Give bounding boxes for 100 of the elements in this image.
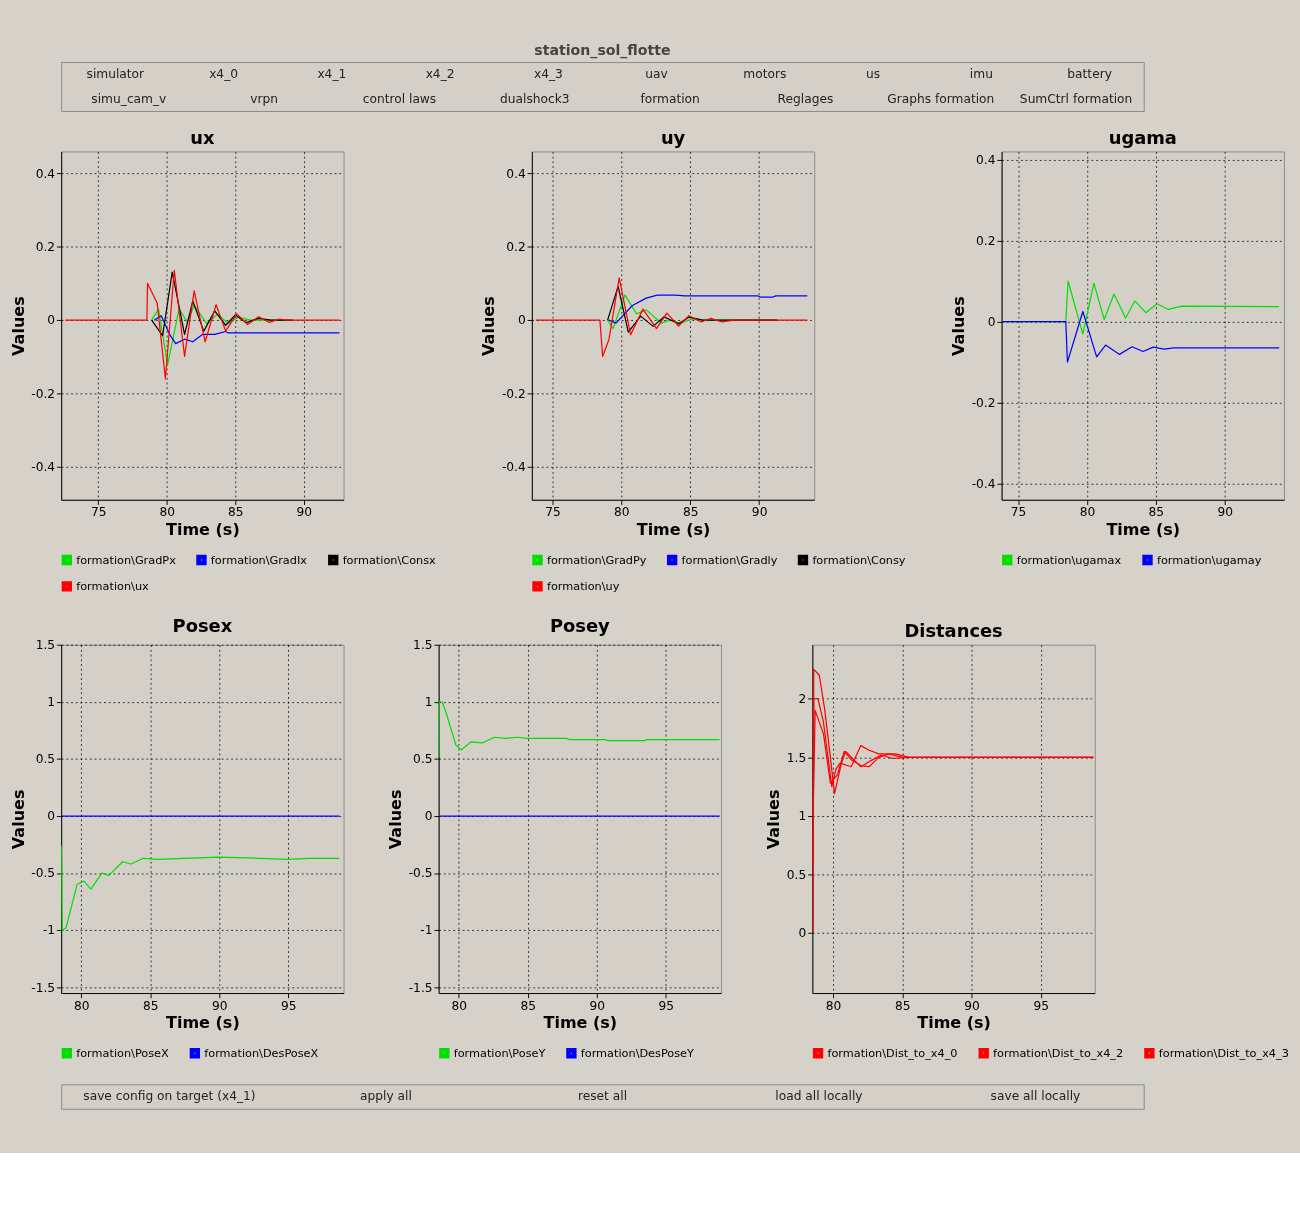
y-axis-title: Values <box>8 789 28 850</box>
text: uav <box>645 67 668 82</box>
y-axis-title: Values <box>949 296 969 356</box>
legend-label: formation\Dist_to_x4_0 <box>827 1047 958 1061</box>
y-axis-title: Values <box>764 789 784 850</box>
y-tick-label: 0 <box>517 313 526 328</box>
x-tick-label: 80 <box>825 998 842 1013</box>
y-tick-label: 0.5 <box>35 752 56 767</box>
y-tick-label: 1.5 <box>786 750 807 765</box>
legend-label: formation\Dist_to_x4_2 <box>993 1047 1124 1061</box>
legend-label: formation\uy <box>546 580 620 594</box>
y-tick-label: 0 <box>798 926 807 941</box>
x-tick-label: 90 <box>964 998 980 1013</box>
y-axis-title: Values <box>386 789 406 850</box>
y-tick-label: 0.5 <box>413 752 433 767</box>
x-axis-title: Time (s) <box>636 520 711 540</box>
y-tick-label: -0.5 <box>31 866 56 881</box>
text: control laws <box>362 91 437 106</box>
x-tick-label: 85 <box>142 998 159 1013</box>
y-tick-label: 1 <box>798 809 807 824</box>
x-axis-title: Time (s) <box>166 1013 240 1033</box>
x-axis-title: Time (s) <box>1106 520 1181 540</box>
x-tick-label: 80 <box>159 505 175 520</box>
y-tick-label: 0.4 <box>506 166 526 181</box>
x-tick-label: 90 <box>589 998 606 1013</box>
y-tick-label: -0.4 <box>31 460 56 475</box>
y-tick-label: 1.5 <box>35 637 56 652</box>
x-tick-label: 90 <box>296 505 313 520</box>
text: simu_cam_v <box>91 91 167 106</box>
y-tick-label: 0.2 <box>506 240 526 255</box>
x-tick-label: 85 <box>895 998 911 1013</box>
chart-title: Distances <box>904 620 1003 642</box>
legend-label: formation\GradPy <box>546 553 647 567</box>
text: formation <box>640 91 700 106</box>
x-tick-label: 75 <box>545 505 561 520</box>
text: x4_3 <box>533 67 563 82</box>
y-tick-label: 2 <box>798 691 807 706</box>
y-axis-title: Values <box>479 296 499 356</box>
x-tick-label: 80 <box>1079 505 1096 520</box>
text: x4_0 <box>209 67 239 82</box>
legend-label: formation\GradPx <box>76 553 177 567</box>
x-tick-label: 90 <box>212 998 228 1013</box>
x-tick-label: 75 <box>1010 505 1027 520</box>
x-axis-title: Time (s) <box>917 1013 991 1033</box>
x-axis-title: Time (s) <box>166 520 240 540</box>
x-tick-label: 80 <box>451 998 467 1013</box>
legend-label: formation\Gradly <box>681 553 778 567</box>
text: load all locally <box>775 1089 863 1104</box>
text: reset all <box>577 1089 628 1104</box>
y-tick-label: -0.2 <box>31 386 56 401</box>
text: Reglages <box>777 91 834 106</box>
y-axis-title: Values <box>8 296 28 356</box>
text: station_sol_flotte <box>534 42 671 60</box>
y-tick-label: 0 <box>987 314 996 329</box>
legend-label: formation\GradIx <box>210 553 308 567</box>
x-tick-label: 95 <box>1033 998 1050 1013</box>
x-tick-label: 90 <box>751 505 768 520</box>
y-tick-label: -0.4 <box>501 460 526 475</box>
text: simulator <box>86 67 146 82</box>
x-tick-label: 80 <box>73 998 90 1013</box>
y-tick-label: -1.5 <box>31 980 56 995</box>
text: imu <box>969 67 993 82</box>
y-tick-label: -0.4 <box>971 476 996 491</box>
legend-label: formation\DesPoseY <box>580 1047 695 1061</box>
x-tick-label: 90 <box>1217 505 1234 520</box>
text: Graphs formation <box>887 91 995 106</box>
text: save config on target (x4_1) <box>83 1089 256 1104</box>
y-tick-label: 1 <box>47 695 56 710</box>
legend-label: formation\ugamax <box>1016 553 1122 567</box>
y-tick-label: 1 <box>424 695 433 710</box>
chart-title: Posey <box>549 614 611 636</box>
legend-label: formation\PoseX <box>76 1047 169 1061</box>
text: vrpn <box>250 91 279 106</box>
chart-title: uy <box>660 126 686 148</box>
chart-title: Posex <box>172 614 233 636</box>
text: SumCtrl formation <box>1019 91 1133 106</box>
legend-label: formation\DesPoseX <box>204 1047 319 1061</box>
y-tick-label: 0.5 <box>786 867 807 882</box>
x-tick-label: 85 <box>227 505 244 520</box>
legend-label: formation\PoseY <box>453 1047 546 1061</box>
x-axis-title: Time (s) <box>543 1013 618 1033</box>
x-tick-label: 85 <box>1148 505 1165 520</box>
y-tick-label: 0 <box>47 313 56 328</box>
legend-label: formation\Consy <box>812 553 906 567</box>
text: dualshock3 <box>500 91 570 106</box>
text: x4_2 <box>425 67 455 82</box>
x-tick-label: 85 <box>682 505 699 520</box>
y-tick-label: 0.2 <box>35 240 56 255</box>
x-tick-label: 95 <box>658 998 675 1013</box>
text: apply all <box>360 1089 412 1104</box>
x-tick-label: 85 <box>520 998 536 1013</box>
y-tick-label: -1.5 <box>408 980 433 995</box>
y-tick-label: 0 <box>424 809 433 824</box>
legend-label: formation\ugamay <box>1156 553 1262 567</box>
x-tick-label: 95 <box>281 998 297 1013</box>
x-tick-label: 80 <box>614 505 630 520</box>
y-tick-label: -0.2 <box>501 386 526 401</box>
x-tick-label: 75 <box>90 505 107 520</box>
y-tick-label: -1 <box>42 923 56 938</box>
legend-label: formation\ux <box>76 580 150 594</box>
